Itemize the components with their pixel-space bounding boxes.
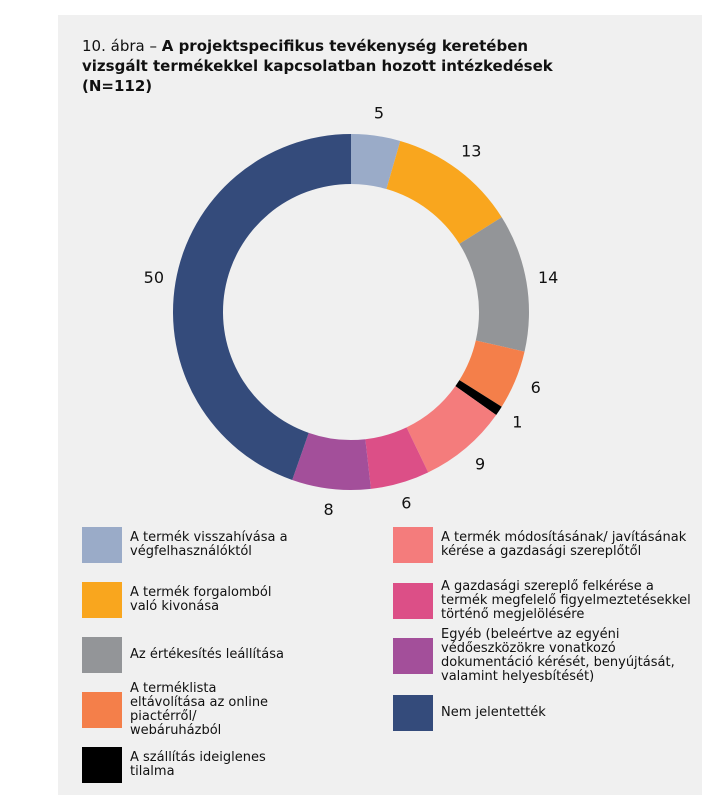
legend-item: A terméklista eltávolítása az online pia… <box>82 682 342 738</box>
legend-label: Nem jelentették <box>441 705 546 720</box>
title-text: A projektspecifikus tevékenység keretébe… <box>82 37 553 95</box>
title-number: 10. ábra – <box>82 37 162 55</box>
legend-label: A termék forgalomból való kivonása <box>130 585 272 614</box>
chart-title: 10. ábra – A projektspecifikus tevékenys… <box>82 36 582 96</box>
legend-item: Nem jelentették <box>393 695 702 731</box>
donut-segment <box>292 432 371 490</box>
data-label: 6 <box>531 378 541 397</box>
legend-item: Az értékesítés leállítása <box>82 637 342 673</box>
legend-label: A termék visszahívása a végfelhasználókt… <box>130 530 288 559</box>
donut-segment <box>459 340 525 407</box>
legend-label: A szállítás ideiglenes tilalma <box>130 750 266 779</box>
legend-item: A szállítás ideiglenes tilalma <box>82 747 342 783</box>
legend-item: A termék forgalomból való kivonása <box>82 582 342 618</box>
donut-segment <box>386 140 502 244</box>
data-label: 6 <box>401 494 411 513</box>
legend-swatch <box>393 695 433 731</box>
legend-item: A termék módosításának/ javításának kéré… <box>393 527 702 563</box>
legend-item: A termék visszahívása a végfelhasználókt… <box>82 527 342 563</box>
data-label: 13 <box>461 142 481 161</box>
legend-swatch <box>393 638 433 674</box>
legend-swatch <box>82 527 122 563</box>
legend-swatch <box>393 527 433 563</box>
donut-segment <box>365 427 429 489</box>
donut-segment <box>459 217 529 352</box>
legend-swatch <box>82 747 122 783</box>
data-label: 9 <box>475 454 485 473</box>
legend-label: A terméklista eltávolítása az online pia… <box>130 681 269 738</box>
data-label: 8 <box>324 500 334 519</box>
legend-swatch <box>82 692 122 728</box>
data-label: 14 <box>538 268 558 287</box>
donut-segment <box>173 134 351 481</box>
legend-item: A gazdasági szereplő felkérése a termék … <box>393 579 702 622</box>
legend-swatch <box>82 582 122 618</box>
legend-swatch <box>82 637 122 673</box>
legend-item: Egyéb (beleértve az egyéni védőeszközökr… <box>393 628 702 684</box>
legend-label: Az értékesítés leállítása <box>130 647 284 662</box>
donut-segment <box>406 386 497 473</box>
data-label: 5 <box>374 103 384 122</box>
donut-segment <box>455 380 502 416</box>
legend-label: A gazdasági szereplő felkérése a termék … <box>441 579 691 622</box>
legend-label: Egyéb (beleértve az egyéni védőeszközökr… <box>441 627 675 684</box>
legend-swatch <box>393 583 433 619</box>
donut-segment <box>351 134 401 190</box>
data-label: 50 <box>144 268 164 287</box>
legend-label: A termék módosításának/ javításának kéré… <box>441 530 687 559</box>
data-label: 1 <box>512 413 522 432</box>
